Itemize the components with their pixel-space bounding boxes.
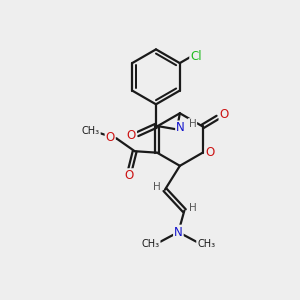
Text: CH₃: CH₃ (142, 239, 160, 249)
Text: N: N (174, 226, 183, 238)
Text: O: O (220, 108, 229, 121)
Text: CH₃: CH₃ (82, 127, 100, 136)
Text: O: O (127, 129, 136, 142)
Text: H: H (188, 119, 196, 129)
Text: Cl: Cl (190, 50, 202, 63)
Text: O: O (106, 131, 115, 144)
Text: CH₃: CH₃ (197, 239, 215, 249)
Text: H: H (189, 203, 197, 213)
Text: O: O (206, 146, 215, 159)
Text: N: N (176, 122, 185, 134)
Text: H: H (153, 182, 160, 192)
Text: O: O (124, 169, 134, 182)
